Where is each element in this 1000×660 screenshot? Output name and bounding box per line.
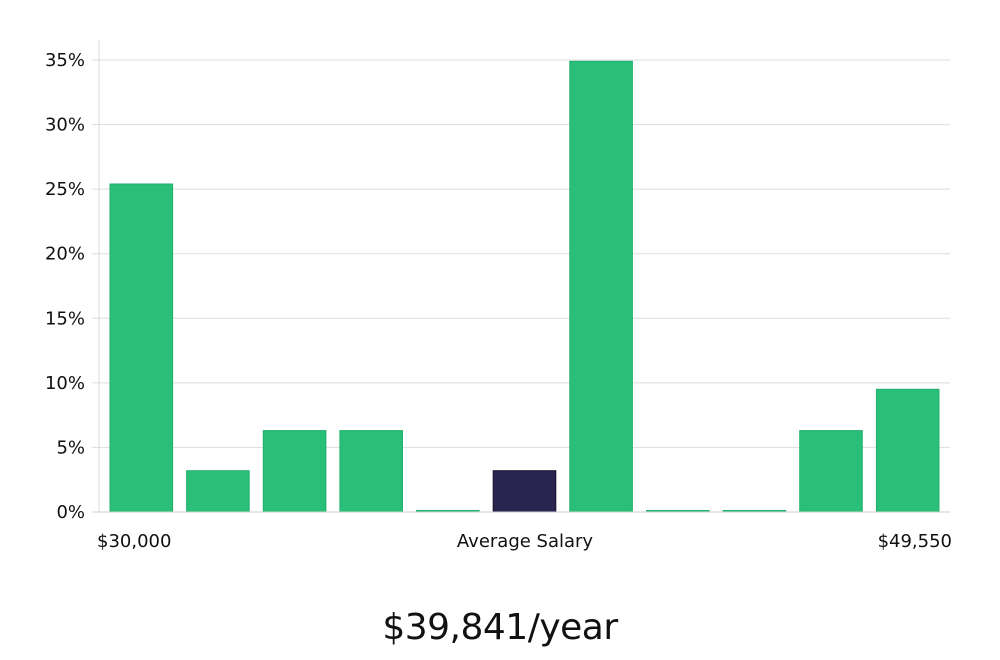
- bar: [339, 430, 403, 513]
- x-axis-center-label: Average Salary: [457, 531, 594, 552]
- y-tick-label: 10%: [45, 373, 85, 394]
- y-tick-label: 5%: [56, 437, 85, 458]
- bar: [262, 430, 327, 513]
- bar: [799, 430, 863, 513]
- y-tick-label: 30%: [45, 115, 85, 136]
- bars: [109, 60, 940, 513]
- salary-distribution-chart: 0% 5% 10% 15% 20% 25% 30% 35% $30,000 Average S…: [45, 40, 952, 552]
- y-tick-label: 35%: [45, 50, 85, 71]
- x-axis-min-label: $30,000: [97, 531, 171, 552]
- y-tick-label: 0%: [56, 502, 85, 523]
- bar-average-salary: [492, 470, 557, 513]
- y-axis-ticks: 0% 5% 10% 15% 20% 25% 30% 35%: [45, 50, 85, 523]
- bar: [569, 60, 633, 513]
- bar: [109, 183, 174, 513]
- bar: [186, 470, 250, 513]
- gridlines: [92, 59, 950, 448]
- y-tick-label: 20%: [45, 244, 85, 265]
- x-axis-max-label: $49,550: [878, 531, 952, 552]
- y-tick-label: 25%: [45, 179, 85, 200]
- average-salary-value: $39,841/year: [382, 607, 618, 648]
- bar: [875, 388, 940, 513]
- y-tick-label: 15%: [45, 308, 85, 329]
